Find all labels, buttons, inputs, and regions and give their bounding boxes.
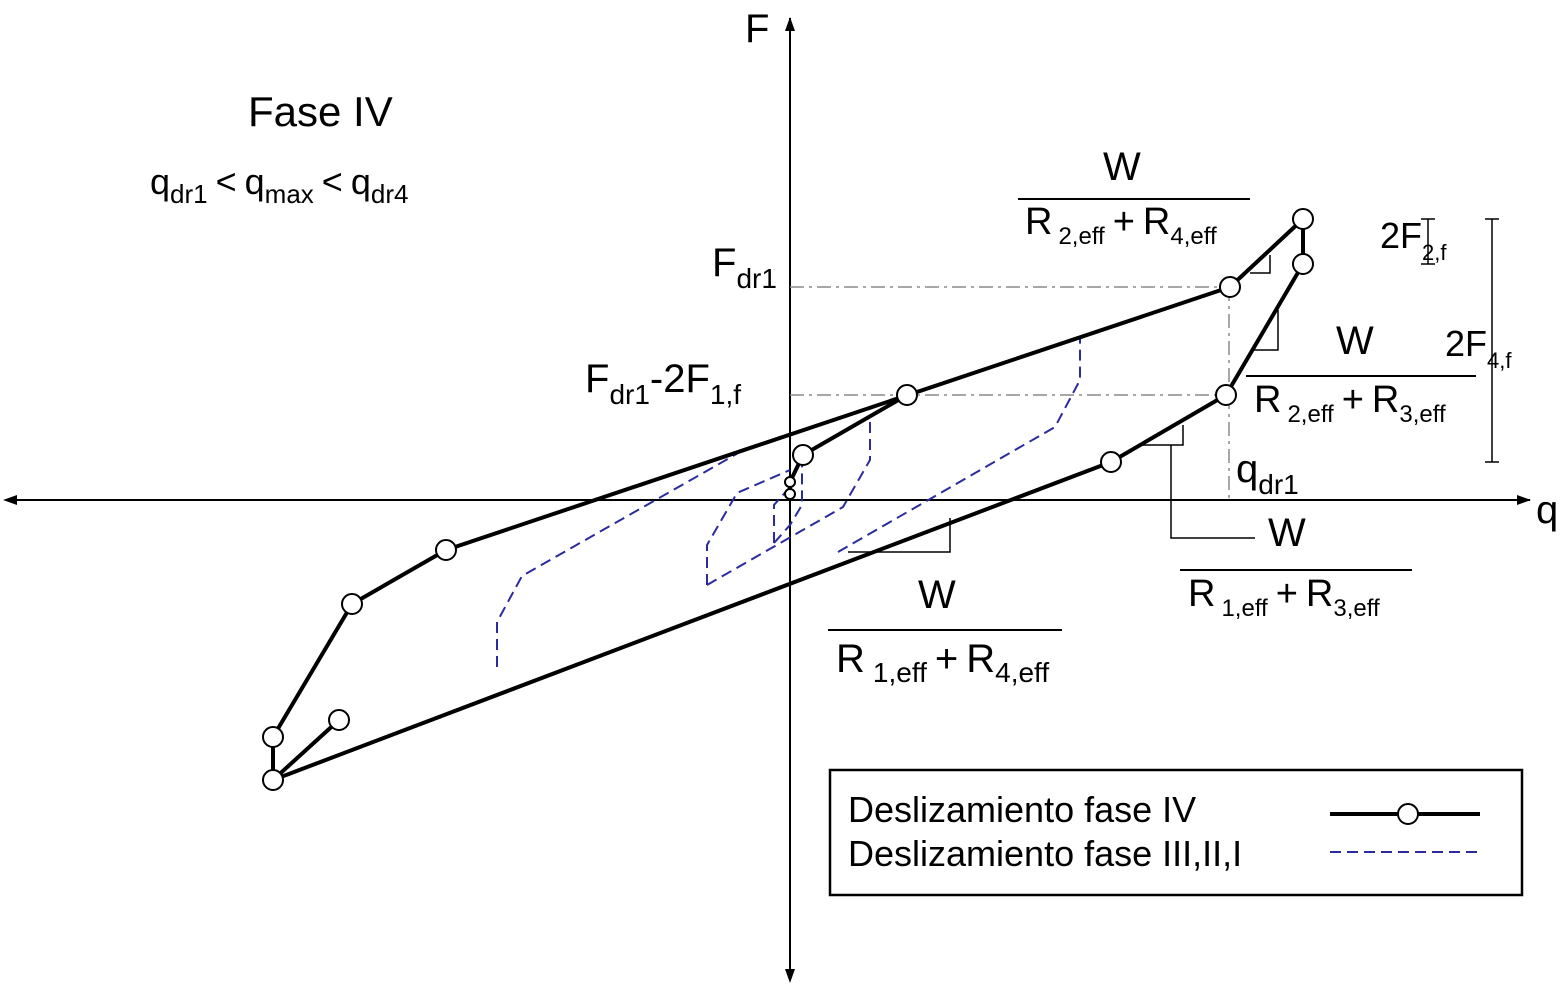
fdr1-main: F xyxy=(712,241,736,285)
slope-13-num: W xyxy=(1268,511,1306,555)
fdr1-label: Fdr1 xyxy=(712,241,777,294)
slope-14-num: W xyxy=(918,573,956,617)
qdr1-sub: dr1 xyxy=(1258,469,1298,500)
slope-triangle-24 xyxy=(1250,255,1271,274)
dashed-loop-outer-right xyxy=(837,336,1081,553)
q-axis-label: q xyxy=(1536,488,1558,532)
s24-den-b-sub: 4,eff xyxy=(1170,223,1217,250)
cond-q2: q xyxy=(245,161,265,202)
marker xyxy=(792,444,814,466)
guide-lines xyxy=(790,286,1230,500)
two-f4f-main: 2F xyxy=(1445,323,1487,364)
marker xyxy=(1215,384,1237,406)
dashed-loop-middle xyxy=(706,469,791,585)
dashed-curves xyxy=(496,336,1081,667)
slope-triangles xyxy=(848,255,1279,553)
marker xyxy=(435,539,457,561)
two-f4f-sub: 4,f xyxy=(1487,348,1512,373)
slope-fraction-24: W R 2,eff + R4,eff xyxy=(1018,145,1250,250)
leader-13 xyxy=(1170,445,1255,539)
cond-lt2: < xyxy=(322,161,343,202)
slope-fraction-13: W R 1,eff + R3,eff xyxy=(1180,511,1412,622)
dashed-loop-inner-right xyxy=(773,462,803,544)
two-f4f-label: 2F4,f xyxy=(1445,323,1512,373)
s14-den-b: R xyxy=(966,637,995,681)
s14-den-a-sub: 1,eff xyxy=(873,657,927,688)
s24-den-b: R xyxy=(1143,201,1170,243)
marker xyxy=(1100,451,1122,473)
s23-den-a: R xyxy=(1254,379,1281,421)
s24-den-a: R xyxy=(1025,201,1052,243)
two-f2f-main: 2F xyxy=(1380,215,1422,256)
legend-marker xyxy=(1397,803,1419,825)
marker xyxy=(341,593,363,615)
s23-den-a-sub: 2,eff xyxy=(1287,401,1334,428)
cond-q2-sub: max xyxy=(265,179,314,209)
s24-den-a-sub: 2,eff xyxy=(1058,223,1105,250)
s24-plus: + xyxy=(1113,201,1135,243)
marker xyxy=(1219,276,1241,298)
marker xyxy=(328,709,350,731)
dashed-loop-middle-right xyxy=(706,415,871,586)
slope-fraction-23: W R 2,eff + R3,eff xyxy=(1246,319,1476,428)
slope-triangle-14 xyxy=(848,518,951,553)
slope-24-den: R 2,eff + R4,eff xyxy=(1025,201,1217,250)
cond-q3-sub: dr4 xyxy=(371,179,409,209)
legend-item-label: Deslizamiento fase IV xyxy=(848,789,1196,830)
slope-14-den: R 1,eff + R4,eff xyxy=(836,637,1049,688)
cond-q1-sub: dr1 xyxy=(170,179,208,209)
slope-13-den: R 1,eff + R3,eff xyxy=(1188,573,1380,622)
fdr1-sub: dr1 xyxy=(736,263,776,294)
legend-item-label: Deslizamiento fase III,II,I xyxy=(848,833,1242,874)
slope-23-num: W xyxy=(1336,319,1374,363)
s23-plus: + xyxy=(1342,379,1364,421)
s23-den-b: R xyxy=(1372,379,1399,421)
slope-24-num: W xyxy=(1103,145,1141,189)
s14-plus: + xyxy=(935,637,958,681)
main-lower-left-segment xyxy=(271,718,341,782)
marker xyxy=(784,488,796,500)
force-brackets xyxy=(1421,218,1499,463)
slope-23-den: R 2,eff + R3,eff xyxy=(1254,379,1446,428)
marker xyxy=(896,384,918,406)
qdr1-main: q xyxy=(1236,447,1258,491)
marker xyxy=(784,476,796,488)
s13-den-a-sub: 1,eff xyxy=(1221,595,1268,622)
marker xyxy=(1292,208,1314,230)
marker xyxy=(262,769,284,791)
main-upper-branch xyxy=(271,217,1305,782)
marker xyxy=(262,726,284,748)
slope-triangle-23 xyxy=(1251,310,1279,351)
cond-lt1: < xyxy=(216,161,237,202)
slope-triangle-13 xyxy=(1141,425,1184,446)
fdr1m-main1: F xyxy=(585,357,609,401)
slope-fraction-14: W R 1,eff + R4,eff xyxy=(828,573,1062,688)
cond-q1: q xyxy=(150,161,170,202)
cond-q3: q xyxy=(351,161,371,202)
f-axis-label: F xyxy=(745,7,769,51)
s14-den-b-sub: 4,eff xyxy=(995,657,1049,688)
legend-box xyxy=(828,768,1524,897)
qdr1-label: qdr1 xyxy=(1236,447,1299,500)
fdr1m-sub1: dr1 xyxy=(609,379,649,410)
curve-markers xyxy=(262,208,1314,791)
s13-den-b-sub: 3,eff xyxy=(1333,595,1380,622)
main-inner-branch xyxy=(788,393,908,494)
s23-den-b-sub: 3,eff xyxy=(1399,401,1446,428)
s13-den-a: R xyxy=(1188,573,1215,615)
phase-condition: qdr1 < qmax < qdr4 xyxy=(150,161,408,209)
legend: Deslizamiento fase IV Deslizamiento fase… xyxy=(828,768,1524,897)
phase-title: Fase IV xyxy=(248,88,393,135)
s13-den-b: R xyxy=(1306,573,1333,615)
fdr1m-mid: -2F xyxy=(650,357,710,401)
two-f2f-sub: 2,f xyxy=(1422,240,1447,265)
s13-plus: + xyxy=(1276,573,1298,615)
s14-den-a: R xyxy=(836,637,865,681)
fdr1m-sub2: 1,f xyxy=(710,379,741,410)
two-f2f-label: 2F2,f xyxy=(1380,215,1447,265)
marker xyxy=(1292,253,1314,275)
fdr1-minus-label: Fdr1-2F1,f xyxy=(585,357,741,410)
dashed-loop-outer xyxy=(496,451,741,667)
